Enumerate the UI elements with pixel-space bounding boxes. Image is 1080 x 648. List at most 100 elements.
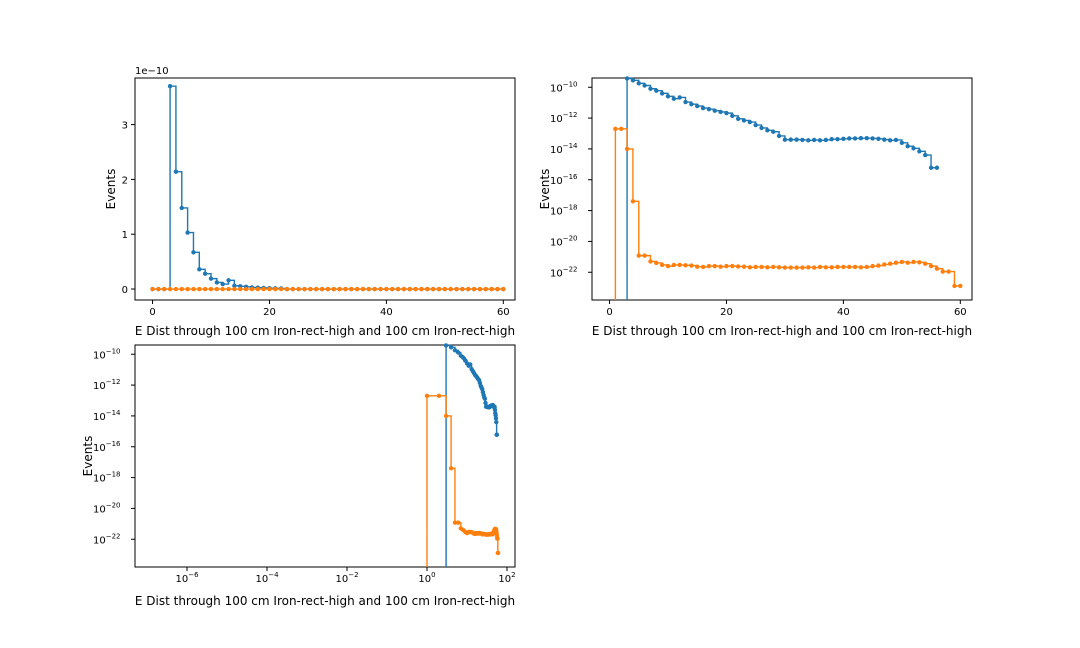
data-point xyxy=(483,286,488,292)
data-point xyxy=(319,286,325,292)
data-point xyxy=(665,263,671,269)
data-point xyxy=(372,286,377,292)
data-point xyxy=(952,283,957,289)
data-point xyxy=(847,136,852,141)
panel-linear: 0 20 40 60 0 1 2 3 1e−10 E Dist through 100 cm… xyxy=(104,66,516,338)
data-point xyxy=(179,286,184,292)
data-point xyxy=(887,261,893,266)
x-tick-label: 60 xyxy=(954,307,967,318)
data-point xyxy=(700,264,706,270)
data-point xyxy=(419,286,424,292)
data-point xyxy=(443,413,449,419)
data-point xyxy=(659,262,665,268)
data-point xyxy=(489,286,494,292)
data-point xyxy=(477,286,483,292)
data-point xyxy=(706,263,712,269)
x-tick-label: 40 xyxy=(837,307,850,318)
data-point xyxy=(226,286,231,292)
data-point xyxy=(483,400,488,406)
data-point xyxy=(430,286,436,292)
data-point xyxy=(852,264,858,270)
data-point xyxy=(173,286,179,292)
y-tick-label: 10−14 xyxy=(93,409,121,423)
y-tick-exponent: −10 xyxy=(563,80,578,88)
y-tick-exponent: −18 xyxy=(563,204,578,212)
data-point xyxy=(214,280,220,285)
y-tick-exponent: −22 xyxy=(106,532,121,540)
data-point xyxy=(946,269,951,274)
data-point xyxy=(806,138,811,143)
data-point xyxy=(648,259,653,264)
y-tick-exponent: −12 xyxy=(106,378,121,386)
data-point xyxy=(630,78,636,83)
data-point xyxy=(823,137,829,143)
x-tick-exponent: −2 xyxy=(348,571,358,579)
data-point xyxy=(648,86,653,91)
data-point xyxy=(887,138,893,143)
data-point xyxy=(267,286,272,292)
data-point xyxy=(905,144,910,149)
y-tick-exponent: −20 xyxy=(563,234,578,242)
data-point xyxy=(378,286,383,292)
data-point xyxy=(782,265,788,270)
data-point xyxy=(492,407,498,412)
plot-frame xyxy=(591,77,973,301)
chart-marks xyxy=(150,84,506,292)
y-tick-label: 10−12 xyxy=(550,111,578,125)
data-point xyxy=(654,260,659,266)
data-point xyxy=(835,264,840,270)
data-point xyxy=(191,250,196,255)
x-tick-label: 20 xyxy=(720,307,733,318)
data-point xyxy=(613,126,618,132)
data-point xyxy=(208,286,214,292)
data-point xyxy=(893,260,899,265)
data-point xyxy=(413,286,418,292)
data-point xyxy=(202,286,208,292)
data-point xyxy=(314,286,319,292)
data-point xyxy=(214,286,220,292)
data-point xyxy=(823,265,829,270)
x-ticks: 10−6 10−4 10−2 100 102 xyxy=(175,567,516,585)
data-point xyxy=(771,264,776,270)
y-offset-text: 1e−10 xyxy=(135,66,169,77)
data-point xyxy=(771,129,776,134)
data-point xyxy=(501,286,506,292)
data-point xyxy=(870,136,875,141)
data-point xyxy=(197,267,202,272)
data-point xyxy=(343,286,348,292)
data-point xyxy=(284,286,290,292)
x-tick-exponent: 0 xyxy=(431,571,435,579)
data-point xyxy=(636,253,641,258)
chart-marks xyxy=(424,343,501,567)
data-point xyxy=(841,264,846,270)
data-point xyxy=(659,91,665,96)
data-point xyxy=(331,286,336,292)
data-point xyxy=(753,122,758,128)
data-point xyxy=(858,265,864,270)
y-tick-label: 10−10 xyxy=(93,347,121,361)
data-point xyxy=(232,283,237,288)
data-point xyxy=(870,263,875,269)
data-point xyxy=(864,135,869,141)
data-point xyxy=(730,263,735,269)
data-point xyxy=(899,259,905,265)
data-point xyxy=(800,137,805,143)
x-tick-label: 10−6 xyxy=(175,571,199,585)
data-point xyxy=(455,520,461,525)
data-point xyxy=(467,362,473,367)
data-point xyxy=(226,278,231,283)
data-point xyxy=(167,84,173,89)
data-point xyxy=(882,137,887,142)
x-tick-label: 60 xyxy=(497,307,510,318)
data-point xyxy=(782,137,788,142)
data-point xyxy=(811,137,817,143)
data-point xyxy=(482,396,488,401)
data-point xyxy=(360,286,366,292)
y-tick-exponent: −16 xyxy=(106,440,121,448)
panel-log-y: 0 20 40 60 10−1010−1210−1410−1610−1810−2010… xyxy=(538,76,973,338)
data-point xyxy=(718,264,723,269)
data-point xyxy=(642,253,647,258)
data-point xyxy=(923,152,928,158)
data-point xyxy=(243,286,249,292)
data-point xyxy=(800,265,805,270)
